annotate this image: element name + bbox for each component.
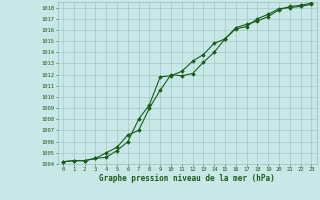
X-axis label: Graphe pression niveau de la mer (hPa): Graphe pression niveau de la mer (hPa) (99, 174, 275, 183)
